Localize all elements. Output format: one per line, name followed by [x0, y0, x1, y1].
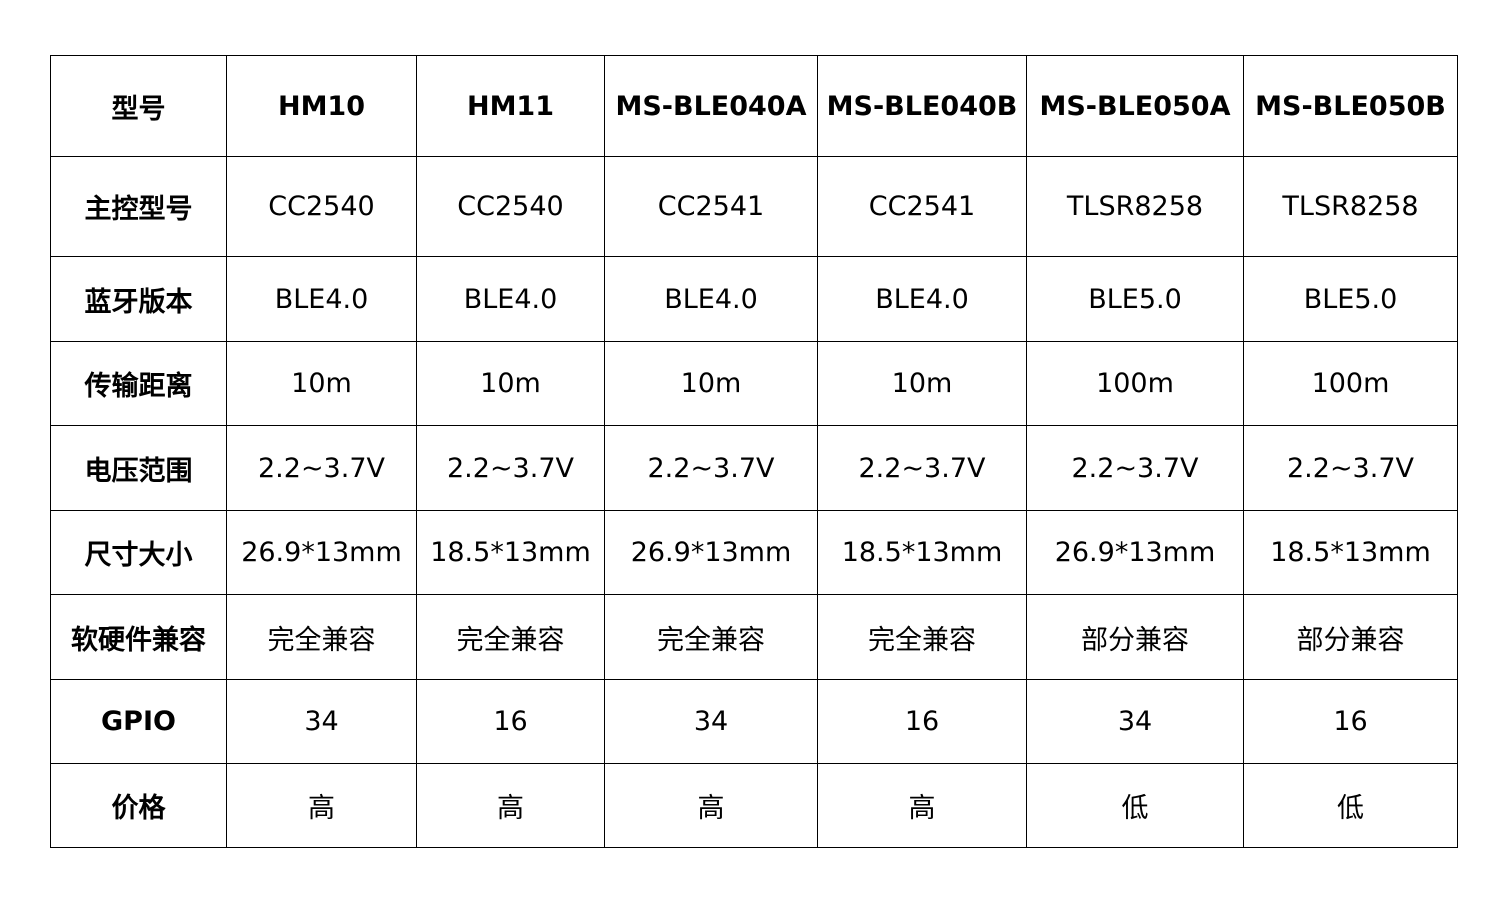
table-row: 价格高高高高低低: [50, 763, 1458, 848]
table-cell: 完全兼容: [604, 594, 818, 680]
table-cell: BLE4.0: [817, 256, 1027, 342]
table-row: GPIO 34 16 34 16 34 16: [50, 679, 1458, 764]
table-cell: 16: [1243, 679, 1458, 764]
table-cell: 26.9*13mm: [1026, 510, 1244, 595]
table-cell: BLE4.0: [416, 256, 605, 342]
table-cell: 完全兼容: [226, 594, 417, 680]
column-header: MS-BLE040A: [604, 55, 818, 157]
table-cell: 34: [604, 679, 818, 764]
table-cell: 高: [817, 763, 1027, 848]
table-cell: 2.2~3.7V: [1243, 425, 1458, 511]
header-row: 型号 HM10 HM11 MS-BLE040A MS-BLE040B MS-BLE050A…: [50, 55, 1458, 157]
table-cell: 100m: [1026, 341, 1244, 426]
table-cell: BLE5.0: [1243, 256, 1458, 342]
table-cell: TLSR8258: [1026, 156, 1244, 257]
table-cell: 100m: [1243, 341, 1458, 426]
table-row: 传输距离 10m 10m 10m 10m 100m 100m: [50, 341, 1458, 426]
table-row: 电压范围 2.2~3.7V 2.2~3.7V 2.2~3.7V 2.2~3.7V 2.2~…: [50, 425, 1458, 511]
table-cell: 18.5*13mm: [416, 510, 605, 595]
table-cell: BLE4.0: [604, 256, 818, 342]
table-cell: 低: [1243, 763, 1458, 848]
table-cell: 高: [604, 763, 818, 848]
table-cell: 高: [416, 763, 605, 848]
table-cell: 34: [226, 679, 417, 764]
table-row: 尺寸大小 26.9*13mm 18.5*13mm 26.9*13mm 18.5*13mm…: [50, 510, 1458, 595]
table-cell: 16: [416, 679, 605, 764]
table-cell: 低: [1026, 763, 1244, 848]
row-label: 传输距离: [50, 341, 227, 426]
table-cell: BLE5.0: [1026, 256, 1244, 342]
table-row: 蓝牙版本 BLE4.0 BLE4.0 BLE4.0 BLE4.0 BLE5.0 BLE5.0: [50, 256, 1458, 342]
column-header: MS-BLE040B: [817, 55, 1027, 157]
table-cell: 10m: [817, 341, 1027, 426]
table-cell: 完全兼容: [416, 594, 605, 680]
column-header: MS-BLE050A: [1026, 55, 1244, 157]
column-header: HM10: [226, 55, 417, 157]
row-label: 主控型号: [50, 156, 227, 257]
table-cell: CC2540: [226, 156, 417, 257]
table-cell: 2.2~3.7V: [226, 425, 417, 511]
table-cell: 10m: [604, 341, 818, 426]
table-row: 主控型号 CC2540 CC2540 CC2541 CC2541 TLSR8258 TLSR…: [50, 156, 1458, 257]
table-cell: 18.5*13mm: [1243, 510, 1458, 595]
table-cell: 16: [817, 679, 1027, 764]
column-header: MS-BLE050B: [1243, 55, 1458, 157]
table-cell: CC2541: [604, 156, 818, 257]
row-label: GPIO: [50, 679, 227, 764]
row-label: 蓝牙版本: [50, 256, 227, 342]
table-cell: BLE4.0: [226, 256, 417, 342]
table-cell: 34: [1026, 679, 1244, 764]
table-row: 软硬件兼容 完全兼容 完全兼容 完全兼容 完全兼容 部分兼容 部分兼容: [50, 594, 1458, 680]
table-cell: CC2540: [416, 156, 605, 257]
row-label: 价格: [50, 763, 227, 848]
table-cell: TLSR8258: [1243, 156, 1458, 257]
table-cell: 高: [226, 763, 417, 848]
table-cell: 2.2~3.7V: [604, 425, 818, 511]
row-label: 软硬件兼容: [50, 594, 227, 680]
table-cell: 部分兼容: [1243, 594, 1458, 680]
row-label: 尺寸大小: [50, 510, 227, 595]
table-cell: 部分兼容: [1026, 594, 1244, 680]
table-cell: 26.9*13mm: [604, 510, 818, 595]
table-cell: 10m: [416, 341, 605, 426]
table-cell: 10m: [226, 341, 417, 426]
row-label: 电压范围: [50, 425, 227, 511]
table-cell: CC2541: [817, 156, 1027, 257]
table-cell: 完全兼容: [817, 594, 1027, 680]
table-cell: 2.2~3.7V: [416, 425, 605, 511]
table-cell: 2.2~3.7V: [817, 425, 1027, 511]
module-comparison-table: 型号 HM10 HM11 MS-BLE040A MS-BLE040B MS-BLE050A…: [50, 55, 1458, 848]
row-header-label: 型号: [50, 55, 227, 157]
table-cell: 26.9*13mm: [226, 510, 417, 595]
table-cell: 18.5*13mm: [817, 510, 1027, 595]
column-header: HM11: [416, 55, 605, 157]
table-cell: 2.2~3.7V: [1026, 425, 1244, 511]
